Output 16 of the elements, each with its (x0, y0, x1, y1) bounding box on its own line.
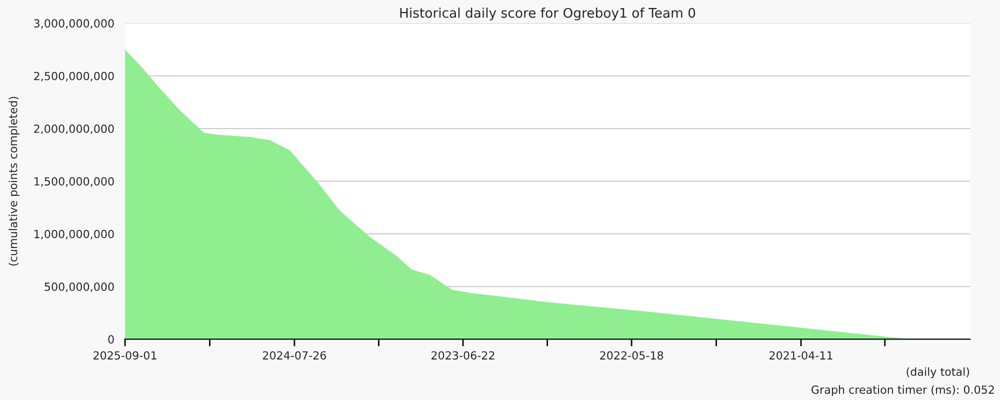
x-tick-label: 2022-05-18 (600, 351, 664, 360)
x-tick-label: 2021-04-11 (770, 351, 832, 360)
chart-title: Historical daily score for Ogreboy1 of Team 0 (400, 8, 696, 20)
x-tick-label: 2024-07-26 (262, 351, 326, 360)
y-tick-label: 500,000,000 (44, 282, 114, 292)
y-tick-label: 1,500,000,000 (34, 177, 114, 187)
y-tick-label: 1,000,000,000 (34, 230, 114, 240)
x-tick-label: 2025-09-01 (94, 351, 156, 360)
y-axis-title: (cumulative points completed) (8, 96, 20, 266)
x-axis-title: (daily total) (906, 367, 970, 378)
x-tick-label: 2023-06-22 (432, 351, 494, 360)
text: Graph creation timer (ms): 0.052 (812, 385, 994, 396)
y-tick-label: 3,000,000,000 (34, 19, 114, 29)
y-tick-label: 2,000,000,000 (34, 124, 114, 134)
y-tick-label: 2,500,000,000 (34, 72, 114, 82)
y-tick-label: 0 (108, 335, 114, 344)
